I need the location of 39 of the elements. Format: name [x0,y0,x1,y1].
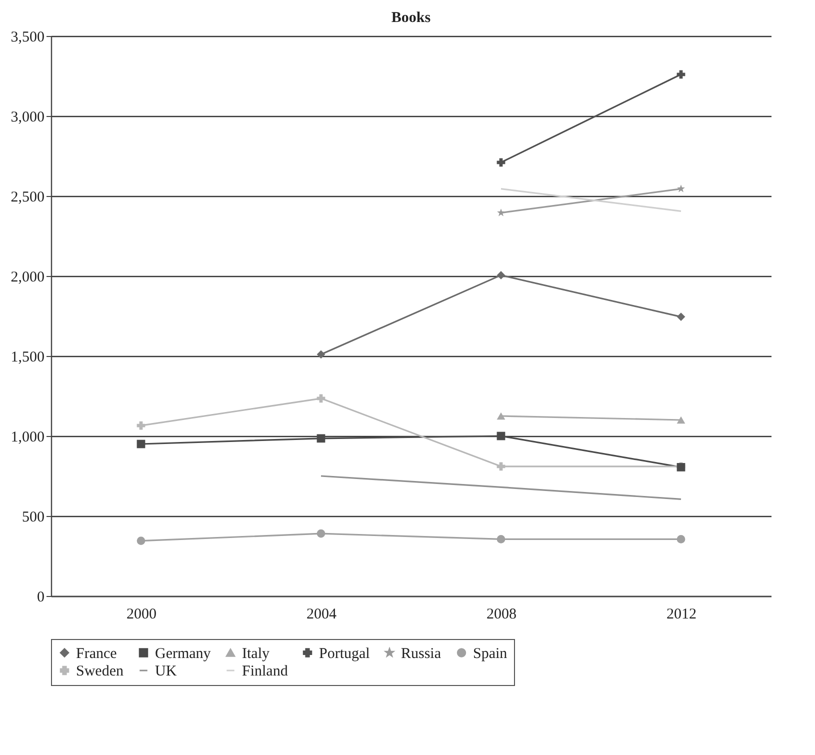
x-tick-label: 2004 [306,606,337,622]
point [676,312,686,321]
y-tick-label: 500 [22,510,44,526]
legend-label: Germany [155,646,212,662]
point [497,208,505,216]
point [136,421,146,430]
x-tick-label: 2008 [486,606,516,622]
x-tick-label: 2000 [126,606,156,622]
legend-label: Portugal [319,646,370,662]
y-tick-label: 2,000 [10,270,44,286]
legend-label: Sweden [76,664,124,680]
chart-title: Books [391,10,431,26]
point [676,70,686,79]
point [496,432,506,440]
legend-label: France [76,646,118,662]
legend-label: Italy [242,646,270,662]
point [496,271,506,280]
point [677,184,685,192]
y-tick-label: 3,500 [10,30,44,46]
point [316,529,326,538]
y-tick-label: 3,000 [10,110,44,126]
y-tick-label: 2,500 [10,190,44,206]
point [676,535,686,544]
point [316,350,326,359]
point [496,535,506,544]
point [496,462,506,471]
point [316,394,326,403]
y-tick-label: 1,000 [10,430,44,446]
y-tick-label: 1,500 [10,350,44,366]
legend-label: Russia [401,646,442,662]
x-tick-label: 2012 [666,606,696,622]
legend-label: Finland [242,664,288,680]
y-tick-label: 0 [37,590,44,606]
point [496,158,506,167]
legend-label: UK [155,664,177,680]
legend-label: Spain [473,646,508,662]
point [136,440,146,448]
point [316,434,326,443]
point [136,536,146,545]
